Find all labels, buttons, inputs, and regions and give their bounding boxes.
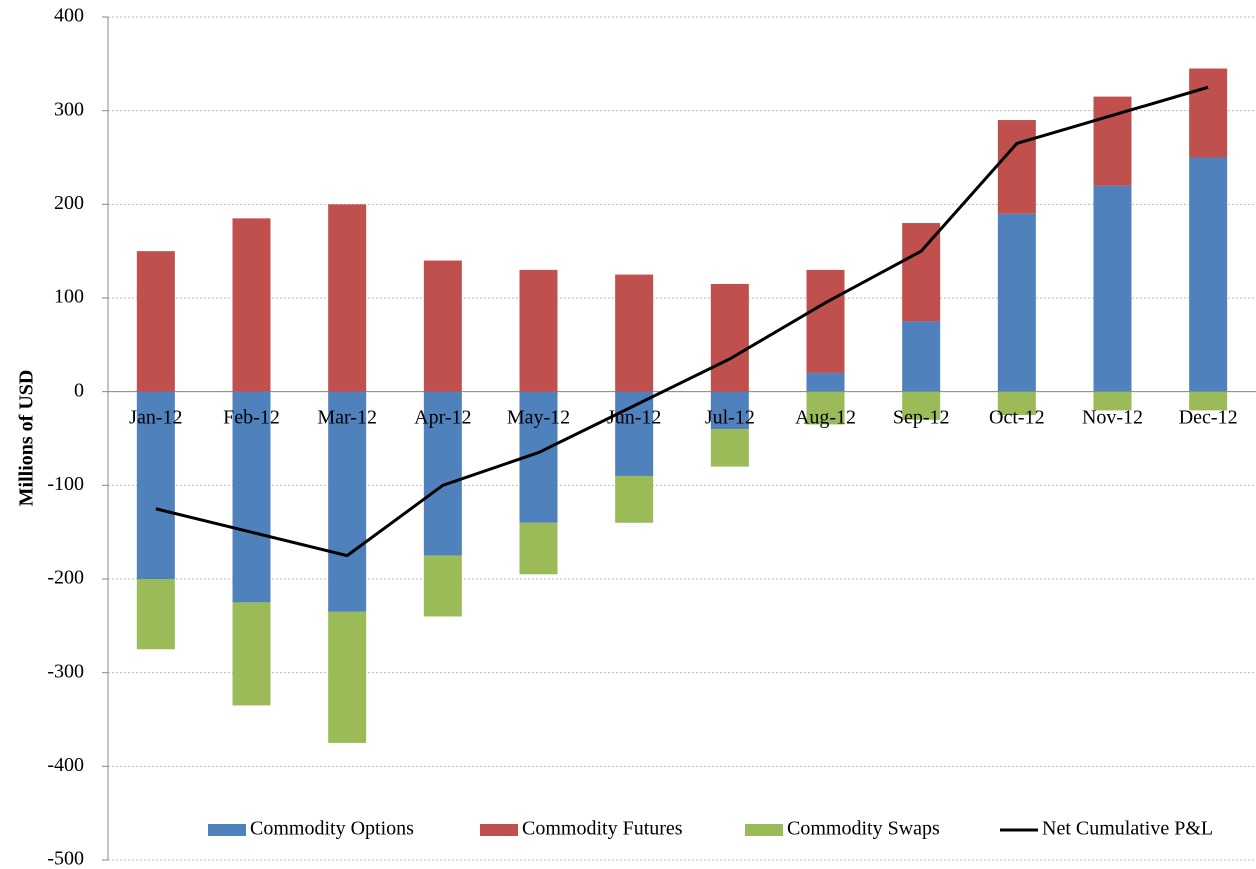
bar (710, 283, 749, 392)
bar (997, 213, 1036, 392)
line (155, 85, 1209, 558)
bar (136, 579, 175, 650)
x-tick-label: Apr-12 (414, 406, 471, 428)
bar (1093, 391, 1132, 411)
y-tick-label: -400 (47, 754, 84, 776)
x-tick-label: Dec-12 (1179, 406, 1238, 428)
y-tick-label: -200 (47, 567, 84, 589)
bar (136, 391, 175, 579)
y-tick-label: 0 (74, 379, 84, 401)
bar (615, 475, 654, 523)
bar (1189, 391, 1228, 411)
x-tick-label: Jul-12 (705, 406, 755, 428)
legend-swatch (480, 824, 518, 836)
legend-label: Commodity Options (250, 818, 414, 840)
x-tick-label: May-12 (507, 406, 570, 428)
bar (902, 321, 941, 392)
bar (328, 204, 367, 392)
bar (806, 391, 845, 425)
y-tick-label: 300 (54, 98, 84, 120)
bar (519, 522, 558, 575)
bar (423, 391, 462, 556)
bar (1093, 185, 1132, 392)
legend-label: Commodity Futures (522, 818, 683, 840)
bar (232, 218, 271, 392)
bar (423, 555, 462, 617)
bar (1189, 68, 1228, 158)
y-axis-title: Millions of USD (16, 370, 38, 507)
bar (710, 391, 749, 430)
bar (615, 274, 654, 392)
bar (232, 602, 271, 706)
x-tick-label: Jan-12 (129, 406, 182, 428)
x-tick-label: Oct-12 (989, 406, 1045, 428)
bar (232, 391, 271, 603)
bar (806, 372, 845, 392)
legend-label: Commodity Swaps (787, 818, 940, 840)
bar (1189, 157, 1228, 392)
bar (519, 269, 558, 392)
bar (328, 391, 367, 612)
bar (710, 429, 749, 467)
legend-swatch (745, 824, 783, 836)
bar (136, 251, 175, 392)
legend-swatch (208, 824, 246, 836)
x-tick-label: Aug-12 (795, 406, 856, 428)
y-tick-label: 100 (54, 286, 84, 308)
y-tick-label: -300 (47, 660, 84, 682)
x-tick-label: Jun-12 (607, 406, 661, 428)
x-tick-label: Sep-12 (893, 406, 950, 428)
legend-label: Net Cumulative P&L (1042, 818, 1213, 840)
bar (902, 391, 941, 420)
bar (328, 611, 367, 743)
x-tick-label: Nov-12 (1082, 406, 1143, 428)
bar (806, 269, 845, 373)
bar (997, 120, 1036, 214)
y-tick-label: -500 (47, 848, 84, 869)
y-tick-label: 400 (54, 5, 84, 27)
bar (423, 260, 462, 392)
x-tick-label: Mar-12 (317, 406, 377, 428)
y-tick-label: 200 (54, 192, 84, 214)
y-tick-label: -100 (47, 473, 84, 495)
x-tick-label: Feb-12 (223, 406, 280, 428)
bar (997, 391, 1036, 416)
bar (902, 223, 941, 322)
